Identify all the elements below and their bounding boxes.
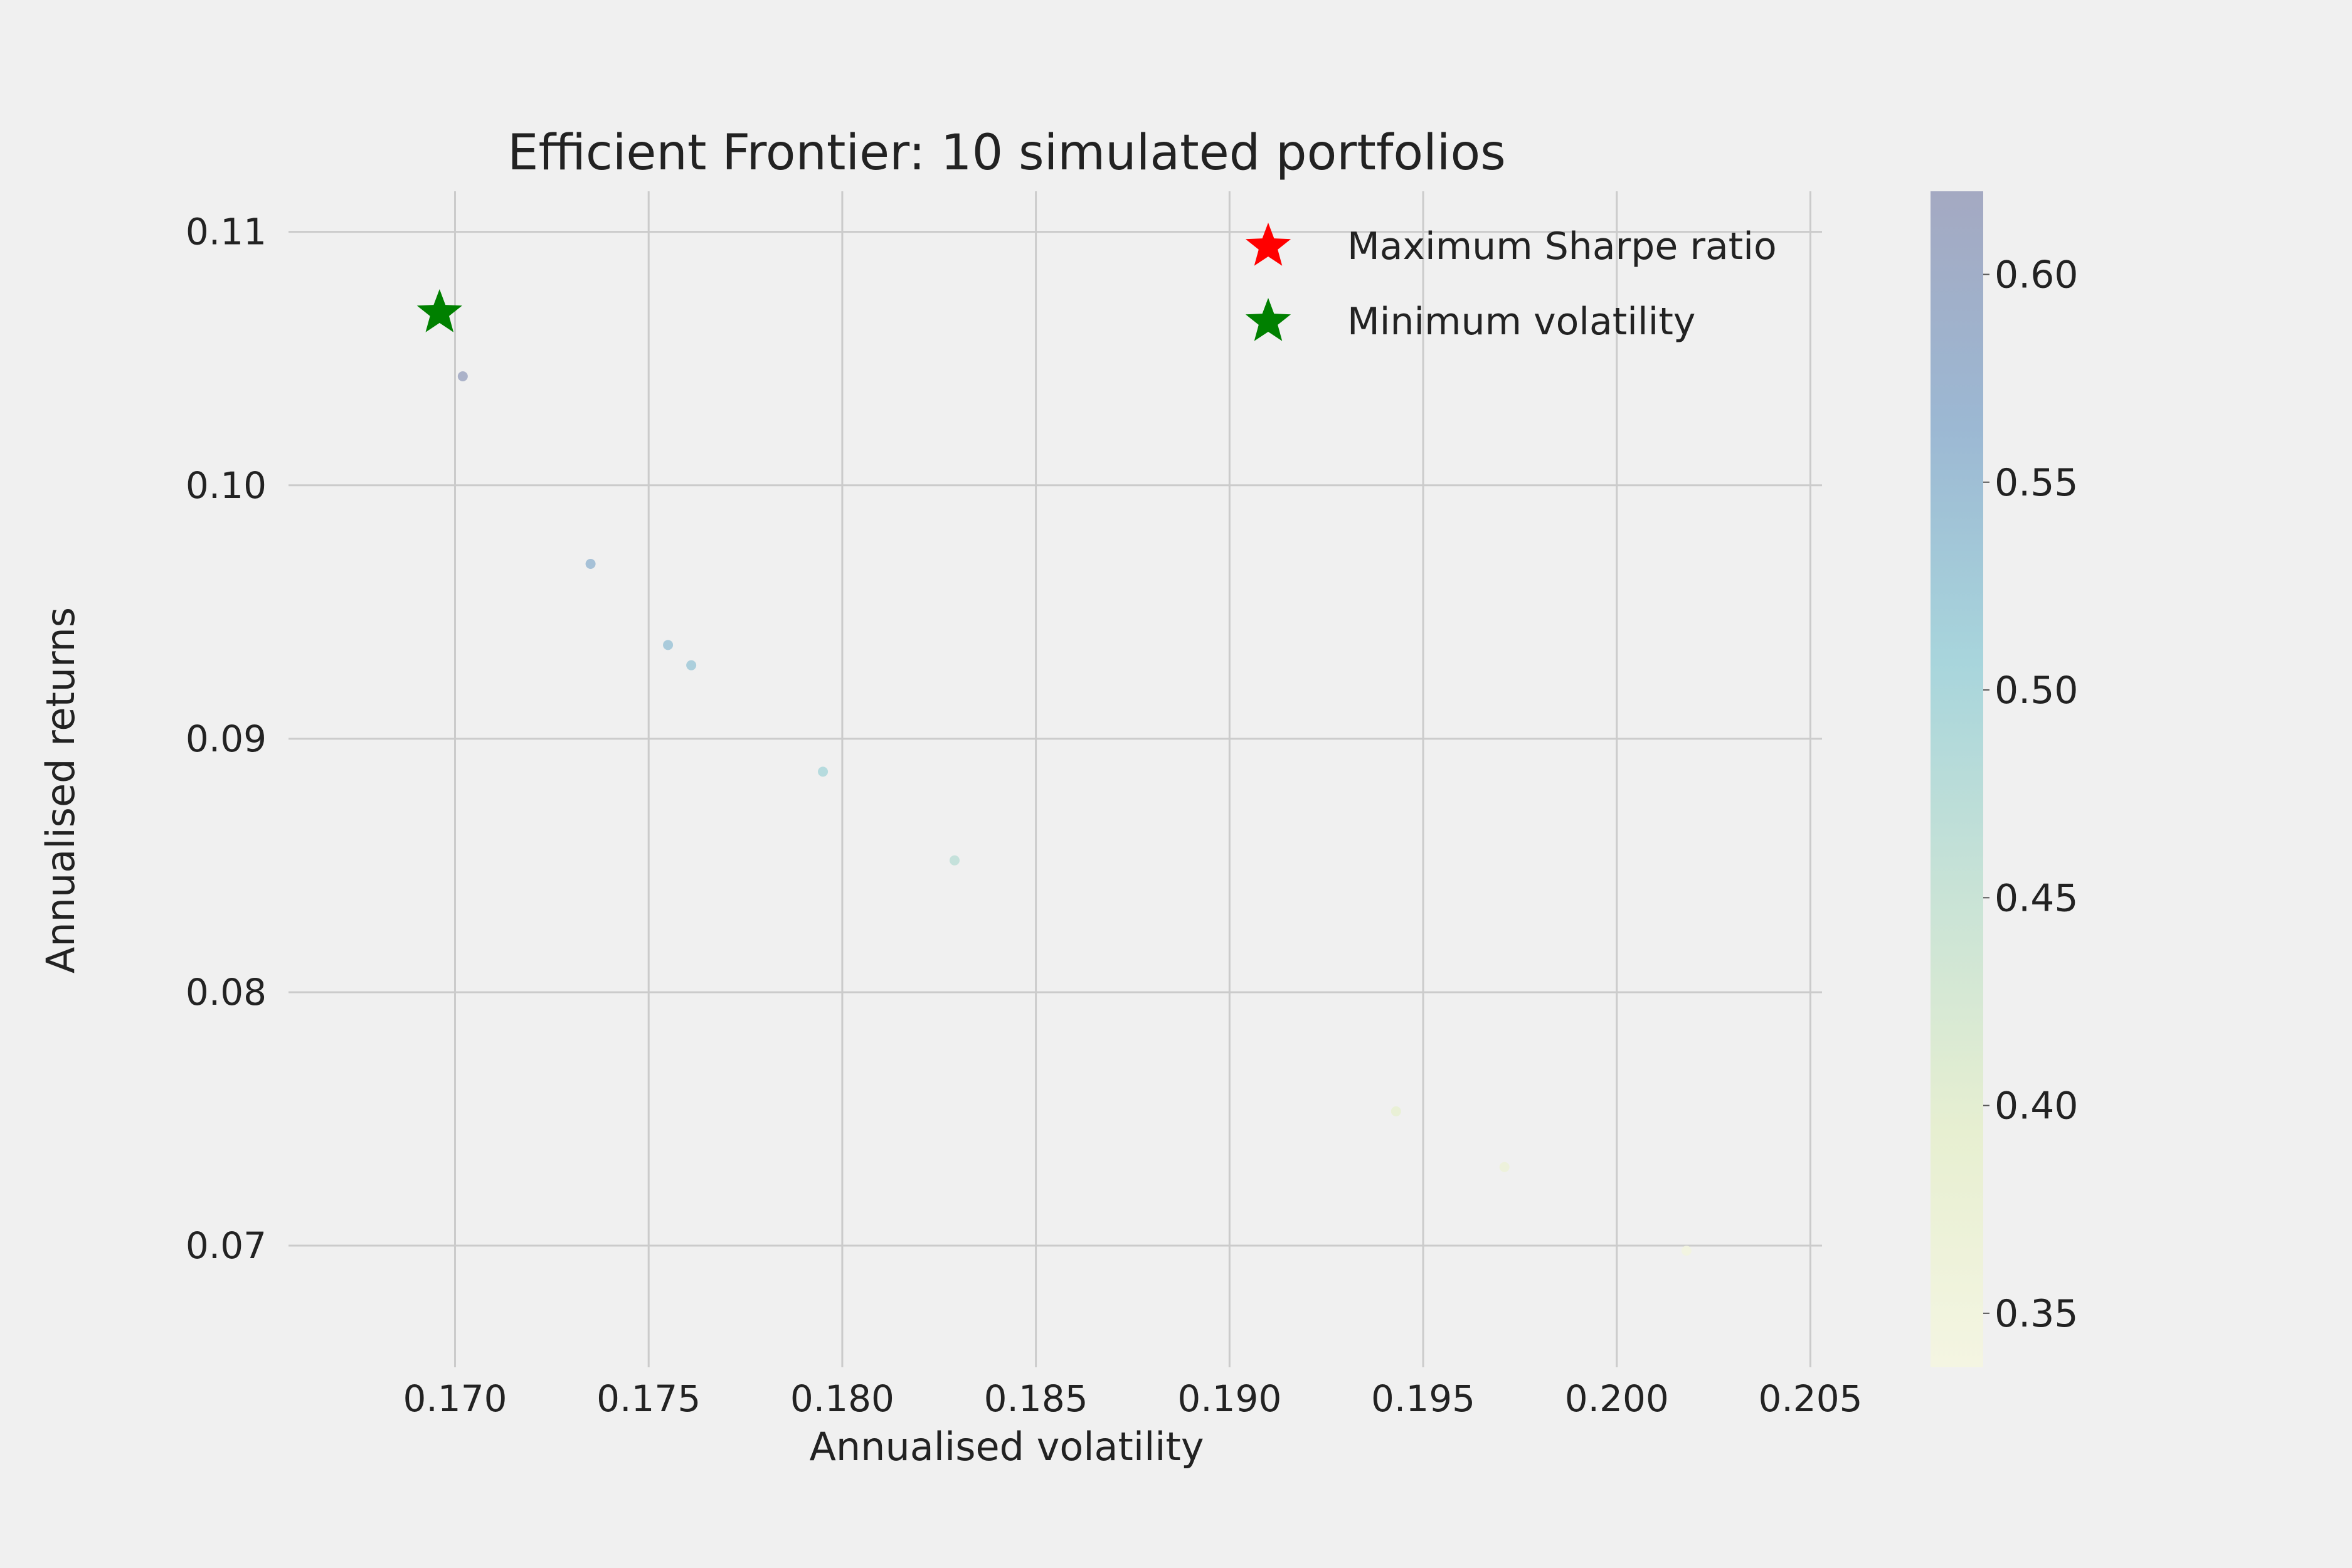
x-tick-label: 0.205 xyxy=(1758,1377,1862,1420)
x-tick-label: 0.195 xyxy=(1371,1377,1475,1420)
x-tick-labels: 0.170 0.175 0.180 0.185 0.190 0.195 0.200 0.205 xyxy=(403,1377,1862,1420)
portfolio-point xyxy=(1499,1162,1510,1172)
colorbar: 0.35 0.40 0.45 0.50 0.55 0.60 xyxy=(1931,191,2079,1367)
legend-label: Minimum volatility xyxy=(1347,300,1695,344)
portfolio-points xyxy=(457,371,1692,1256)
y-tick-label: 0.11 xyxy=(186,211,267,253)
x-tick-label: 0.180 xyxy=(790,1377,894,1420)
portfolio-point xyxy=(949,855,960,866)
portfolio-point xyxy=(1391,1106,1401,1116)
min-volatility-star xyxy=(416,289,462,332)
x-tick-label: 0.185 xyxy=(984,1377,1088,1420)
colorbar-tick-label: 0.35 xyxy=(1994,1292,2079,1336)
colorbar-gradient xyxy=(1931,191,1983,1367)
legend-marker xyxy=(1245,298,1291,341)
legend-label: Maximum Sharpe ratio xyxy=(1347,225,1777,268)
x-tick-label: 0.190 xyxy=(1177,1377,1281,1420)
colorbar-tick-label: 0.45 xyxy=(1994,876,2079,920)
y-axis-label: Annualised returns xyxy=(38,607,83,973)
portfolio-point xyxy=(663,640,674,650)
y-tick-labels: 0.07 0.08 0.09 0.10 0.11 xyxy=(186,211,267,1267)
y-tick-label: 0.08 xyxy=(186,971,267,1014)
special-points xyxy=(416,289,462,332)
y-tick-label: 0.10 xyxy=(186,464,267,507)
portfolio-point xyxy=(818,766,829,777)
portfolio-point xyxy=(1681,1246,1692,1256)
x-tick-label: 0.200 xyxy=(1565,1377,1669,1420)
portfolio-point xyxy=(457,371,468,381)
x-axis-label: Annualised volatility xyxy=(809,1424,1204,1470)
legend-marker xyxy=(1245,223,1291,266)
legend: Maximum Sharpe ratio Minimum volatility xyxy=(1245,223,1777,344)
colorbar-tick-label: 0.60 xyxy=(1994,253,2079,297)
colorbar-tick-label: 0.50 xyxy=(1994,669,2079,712)
portfolio-point xyxy=(686,660,697,670)
x-tick-label: 0.175 xyxy=(596,1377,701,1420)
x-tick-label: 0.170 xyxy=(403,1377,507,1420)
colorbar-tick-label: 0.40 xyxy=(1994,1084,2079,1128)
portfolio-point xyxy=(585,559,596,569)
chart-title: Efficient Frontier: 10 simulated portfol… xyxy=(507,125,1506,181)
y-tick-label: 0.07 xyxy=(186,1224,267,1267)
colorbar-tick-label: 0.55 xyxy=(1994,461,2079,505)
colorbar-tick-labels: 0.35 0.40 0.45 0.50 0.55 0.60 xyxy=(1983,253,2079,1336)
y-tick-label: 0.09 xyxy=(186,718,267,760)
grid-lines xyxy=(289,191,1822,1367)
